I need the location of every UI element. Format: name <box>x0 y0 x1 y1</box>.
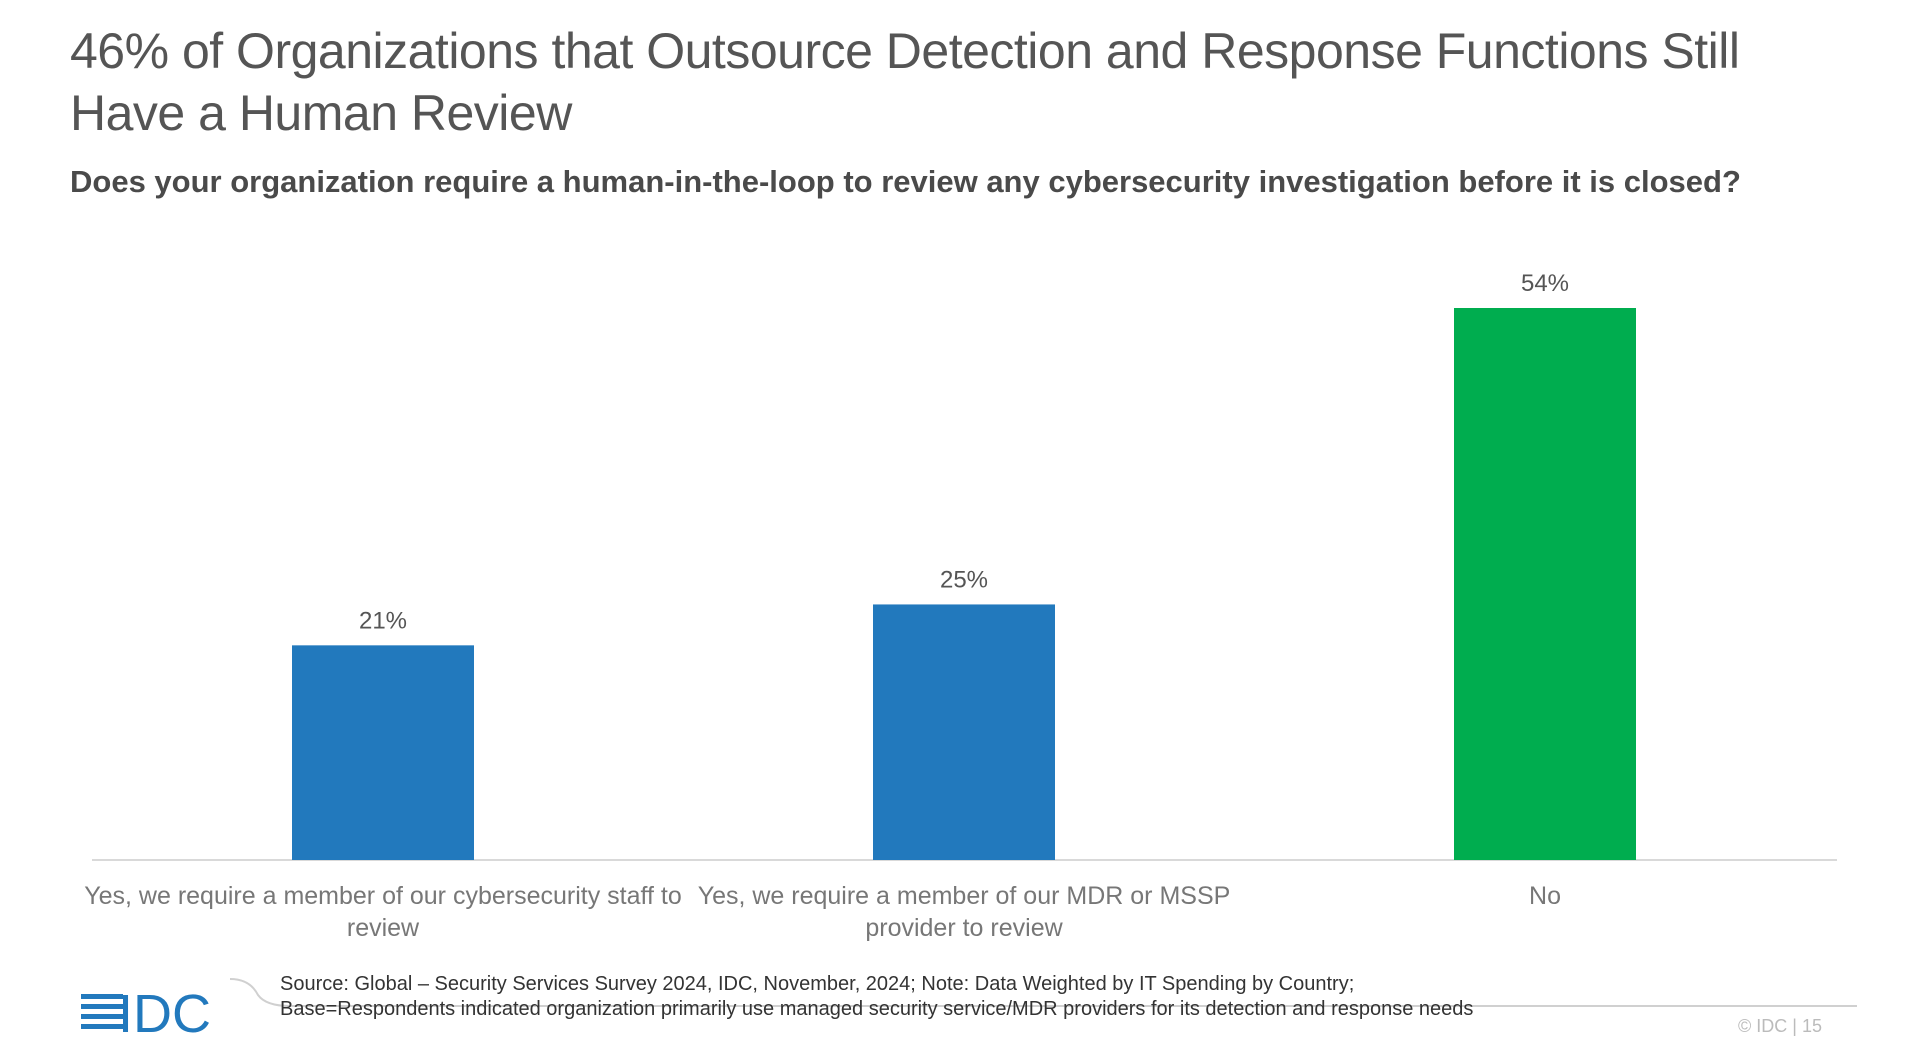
idc-logo: IDC <box>81 984 211 1044</box>
chart-subtitle: Does your organization require a human-i… <box>70 164 1741 199</box>
source-line-2: Base=Respondents indicated organization … <box>280 998 1474 1020</box>
bar-2 <box>873 604 1055 860</box>
bar-1 <box>292 645 474 860</box>
svg-text:IDC: IDC <box>118 984 211 1044</box>
chart-title: 46% of Organizations that Outsource Dete… <box>70 23 1740 141</box>
data-label: 21% <box>359 607 407 634</box>
source-line-1: Source: Global – Security Services Surve… <box>280 973 1355 995</box>
data-label: 25% <box>940 566 988 593</box>
data-label: 54% <box>1521 270 1569 297</box>
category-label: Yes, we require a member of our MDR or M… <box>697 882 1231 942</box>
footer-divider <box>229 978 1857 1007</box>
bar-3 <box>1454 308 1636 860</box>
category-label: No <box>1529 882 1561 910</box>
category-label: Yes, we require a member of our cybersec… <box>84 882 682 942</box>
source-note: Source: Global – Security Services Surve… <box>280 972 1473 1022</box>
page-number: © IDC | 15 <box>1738 1016 1822 1036</box>
